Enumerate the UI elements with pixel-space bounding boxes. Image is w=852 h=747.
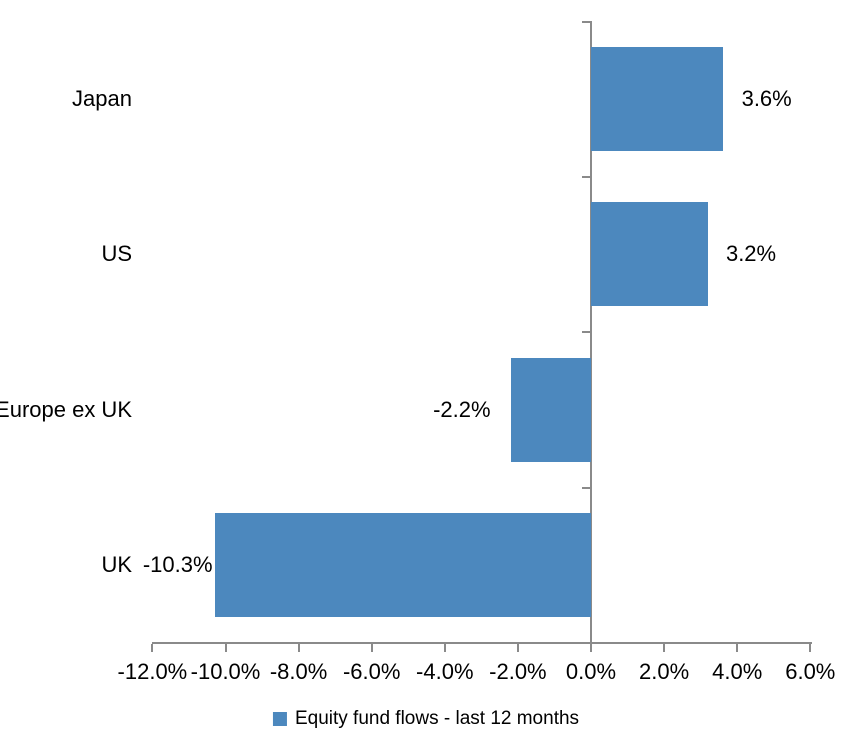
legend-swatch-icon bbox=[272, 712, 287, 726]
bar-us bbox=[591, 202, 708, 307]
bar-japan bbox=[591, 46, 723, 151]
x-tick-label: 0.0% bbox=[565, 659, 617, 684]
x-axis-tick bbox=[736, 644, 739, 652]
category-tick bbox=[582, 175, 590, 178]
x-tick-label: 4.0% bbox=[712, 659, 763, 684]
x-axis-tick bbox=[224, 644, 227, 652]
x-tick-label: -6.0% bbox=[342, 659, 401, 684]
x-axis-tick bbox=[516, 644, 519, 652]
x-axis-tick bbox=[370, 644, 373, 652]
x-tick-label: -12.0% bbox=[117, 659, 188, 684]
category-tick bbox=[582, 331, 590, 333]
x-axis-tick bbox=[443, 644, 446, 652]
value-label: -2.2% bbox=[433, 396, 491, 422]
bar-uk bbox=[214, 513, 591, 618]
value-label: 3.6% bbox=[741, 85, 792, 111]
x-tick-label: 2.0% bbox=[639, 659, 690, 684]
bar-europe-ex-uk bbox=[510, 357, 591, 462]
x-axis-tick bbox=[151, 644, 154, 652]
x-axis-line bbox=[152, 642, 813, 644]
category-label: Japan bbox=[72, 85, 132, 111]
x-axis-tick bbox=[590, 644, 592, 652]
x-tick-label: -2.0% bbox=[489, 659, 547, 684]
x-axis-tick bbox=[663, 644, 666, 652]
x-tick-label: -8.0% bbox=[269, 659, 328, 684]
category-label: US bbox=[101, 241, 132, 267]
category-label: Europe ex UK bbox=[0, 396, 132, 422]
legend: Equity fund flows - last 12 months bbox=[272, 708, 580, 730]
category-tick bbox=[582, 21, 590, 23]
zero-axis-line bbox=[590, 21, 592, 644]
x-axis-tick bbox=[297, 644, 300, 652]
x-tick-label: -4.0% bbox=[416, 659, 474, 684]
category-tick bbox=[582, 486, 590, 489]
x-axis-tick bbox=[809, 644, 812, 652]
value-label: -10.3% bbox=[142, 552, 213, 578]
value-label: 3.2% bbox=[725, 241, 777, 267]
category-label: UK bbox=[101, 552, 132, 578]
x-tick-label: 6.0% bbox=[785, 659, 836, 684]
legend-label: Equity fund flows - last 12 months bbox=[294, 708, 580, 729]
x-tick-label: -10.0% bbox=[190, 659, 261, 684]
